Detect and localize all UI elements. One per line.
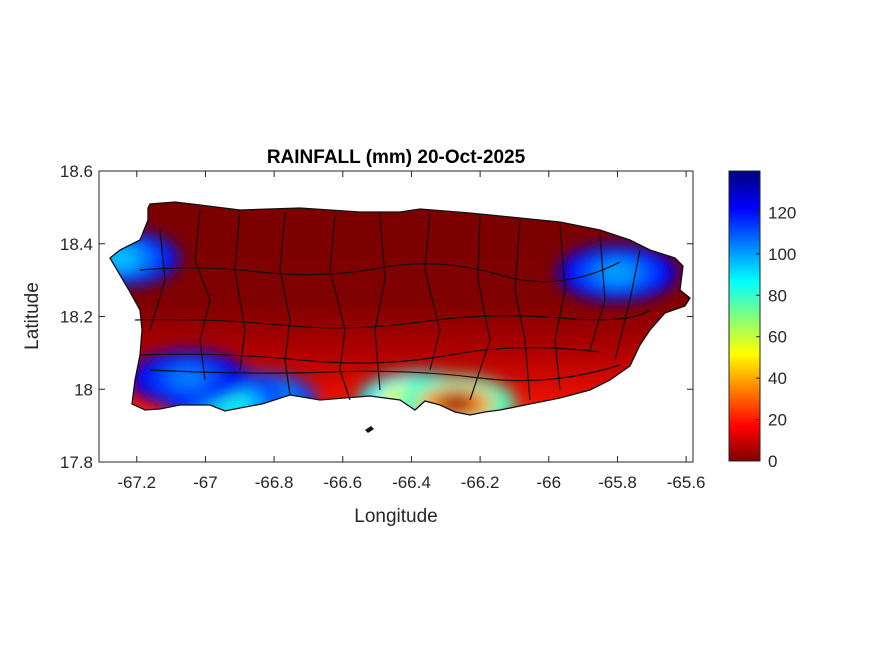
rainfall-hotspot [110, 247, 140, 270]
colorbar: 0 20 40 60 80 100 120 [728, 170, 796, 471]
colorbar-tick-label: 120 [768, 203, 796, 222]
coastline [109, 201, 691, 416]
plot-axes: -67.2 -67 -66.8 -66.6 -66.4 -66.2 -66 -65.8 -65.… [60, 162, 706, 492]
colorbar-tick-label: 40 [768, 369, 787, 388]
x-tick-label: -66.2 [461, 473, 500, 492]
colorbar-tick-label: 60 [768, 328, 787, 347]
colorbar-tick-label: 100 [768, 245, 796, 264]
chart-title: RAINFALL (mm) 20-Oct-2025 [267, 147, 526, 168]
x-tick-label: -66.6 [323, 473, 362, 492]
x-axis-label: Longitude [354, 506, 437, 527]
colorbar-tick-label: 80 [768, 286, 787, 305]
municipal-borders [134, 209, 651, 401]
y-tick-label: 18.4 [60, 235, 93, 254]
x-tick-label: -66.8 [255, 473, 294, 492]
y-tick-label: 18.6 [60, 162, 93, 181]
y-tick-label: 17.8 [60, 453, 93, 472]
x-tick-label: -65.6 [667, 473, 706, 492]
y-axis-label: Latitude [22, 282, 43, 350]
x-tick-label: -67 [193, 473, 218, 492]
x-tick-label: -66.4 [392, 473, 431, 492]
colorbar-tick-label: 20 [768, 411, 787, 430]
x-tick-label: -66 [537, 473, 562, 492]
y-tick-label: 18 [74, 380, 93, 399]
rainfall-hotspot [168, 367, 209, 390]
caja-de-muertos-island [365, 426, 374, 433]
x-tick-label: -65.8 [598, 473, 637, 492]
colorbar-tick-label: 0 [768, 452, 777, 471]
colorbar-gradient [728, 170, 761, 462]
x-tick-label: -67.2 [117, 473, 156, 492]
y-tick-label: 18.2 [60, 308, 93, 327]
